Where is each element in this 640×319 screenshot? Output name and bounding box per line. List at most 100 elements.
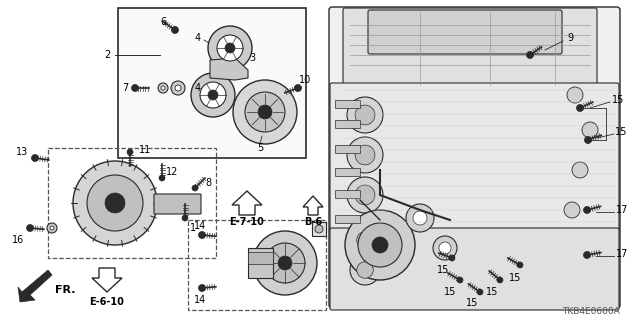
Circle shape	[567, 87, 583, 103]
Bar	[335, 190, 360, 198]
Circle shape	[159, 175, 165, 181]
Circle shape	[161, 86, 165, 90]
Circle shape	[253, 231, 317, 295]
Circle shape	[358, 223, 402, 267]
Text: E-6-10: E-6-10	[90, 297, 124, 307]
Circle shape	[50, 226, 54, 230]
Circle shape	[449, 255, 455, 261]
Text: 7: 7	[122, 83, 128, 93]
Text: 3: 3	[249, 53, 255, 63]
Circle shape	[105, 193, 125, 213]
Bar	[335, 168, 360, 176]
Circle shape	[192, 185, 198, 191]
Circle shape	[564, 202, 580, 218]
Circle shape	[200, 82, 226, 108]
Polygon shape	[303, 196, 323, 215]
Circle shape	[127, 149, 133, 155]
Text: 4: 4	[195, 33, 201, 43]
Text: 17: 17	[616, 249, 628, 259]
Circle shape	[198, 232, 205, 239]
Circle shape	[347, 137, 383, 173]
Polygon shape	[210, 58, 248, 80]
Circle shape	[577, 105, 584, 112]
FancyBboxPatch shape	[330, 228, 619, 310]
Text: 4: 4	[195, 83, 201, 93]
Circle shape	[26, 225, 33, 232]
Text: 17: 17	[616, 205, 628, 215]
Circle shape	[350, 225, 380, 255]
Bar	[48, 148, 216, 258]
Text: 8: 8	[205, 178, 211, 188]
Text: E-7-10: E-7-10	[230, 217, 264, 227]
Circle shape	[278, 256, 292, 270]
Circle shape	[171, 81, 185, 95]
FancyBboxPatch shape	[329, 7, 620, 308]
Text: 12: 12	[166, 167, 178, 177]
Circle shape	[584, 206, 591, 213]
Circle shape	[294, 85, 301, 92]
FancyBboxPatch shape	[330, 83, 619, 232]
Circle shape	[584, 251, 591, 258]
Text: 5: 5	[257, 143, 263, 153]
Bar	[118, 8, 306, 158]
Bar	[312, 222, 326, 236]
Text: 16: 16	[12, 235, 24, 245]
Circle shape	[258, 105, 272, 119]
Circle shape	[372, 237, 388, 253]
Polygon shape	[232, 191, 262, 215]
Circle shape	[265, 243, 305, 283]
Text: 15: 15	[486, 287, 498, 297]
Circle shape	[158, 83, 168, 93]
Circle shape	[517, 262, 523, 268]
Circle shape	[245, 92, 285, 132]
Text: 14: 14	[194, 295, 206, 305]
Text: 15: 15	[444, 287, 456, 297]
Circle shape	[208, 90, 218, 100]
Circle shape	[406, 204, 434, 232]
Text: 15: 15	[437, 265, 449, 275]
Text: 11: 11	[139, 145, 151, 155]
Circle shape	[355, 105, 375, 125]
Circle shape	[584, 137, 591, 144]
Text: 15: 15	[509, 273, 521, 283]
Circle shape	[208, 26, 252, 70]
Text: 15: 15	[615, 127, 627, 137]
Bar	[248, 248, 273, 278]
Circle shape	[572, 162, 588, 178]
Circle shape	[356, 232, 373, 248]
Bar	[335, 120, 360, 128]
Circle shape	[31, 154, 38, 161]
Circle shape	[217, 35, 243, 61]
Text: 2: 2	[104, 50, 110, 60]
Circle shape	[433, 236, 457, 260]
Bar	[248, 252, 273, 264]
Text: 1: 1	[190, 223, 196, 233]
Circle shape	[182, 215, 188, 221]
Circle shape	[355, 145, 375, 165]
Circle shape	[413, 211, 427, 225]
Circle shape	[497, 277, 503, 283]
Circle shape	[356, 262, 373, 278]
Circle shape	[439, 242, 451, 254]
Text: 13: 13	[16, 147, 28, 157]
Bar	[335, 145, 360, 153]
Circle shape	[198, 285, 205, 292]
Polygon shape	[92, 268, 122, 292]
Circle shape	[315, 225, 323, 233]
Polygon shape	[18, 270, 52, 302]
Text: 15: 15	[466, 298, 478, 308]
Circle shape	[131, 85, 138, 92]
Bar	[335, 100, 360, 108]
Text: 15: 15	[612, 95, 624, 105]
FancyBboxPatch shape	[343, 8, 597, 87]
Text: TKB4E0600A: TKB4E0600A	[563, 308, 620, 316]
Circle shape	[73, 161, 157, 245]
Text: B-6: B-6	[304, 217, 322, 227]
FancyBboxPatch shape	[154, 194, 201, 214]
Text: 14: 14	[194, 221, 206, 231]
Text: 10: 10	[299, 75, 311, 85]
Circle shape	[347, 97, 383, 133]
Circle shape	[225, 43, 235, 53]
Circle shape	[233, 80, 297, 144]
Text: FR.: FR.	[55, 285, 76, 295]
